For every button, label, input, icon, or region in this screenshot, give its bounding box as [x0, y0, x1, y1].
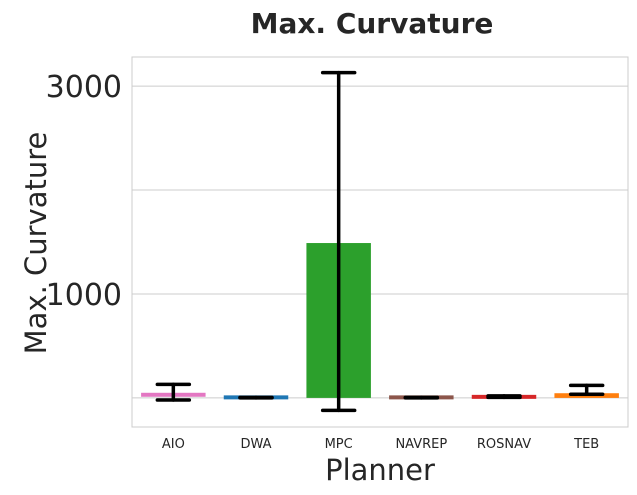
error-bar-navrep [403, 395, 440, 400]
x-tick-label: NAVREP [395, 437, 447, 452]
y-tick-labels: 1000 3000 [46, 70, 122, 313]
error-bars-layer [155, 70, 605, 413]
x-tick-label: AIO [162, 437, 185, 452]
y-axis-label: Max. Curvature [19, 132, 53, 355]
chart-title: Max. Curvature [251, 7, 494, 40]
y-tick-label: 1000 [46, 278, 122, 313]
error-bar-mpc [320, 70, 357, 413]
bars-layer [141, 243, 619, 400]
x-tick-label: DWA [240, 437, 271, 452]
x-tick-labels: AIO DWA MPC NAVREP ROSNAV TEB [162, 437, 599, 452]
grid-layer [132, 85, 628, 399]
x-tick-label: ROSNAV [477, 437, 531, 452]
x-tick-label: TEB [573, 437, 599, 452]
x-tick-label: MPC [325, 437, 353, 452]
error-bar-aio [155, 382, 192, 402]
y-tick-label: 3000 [46, 70, 122, 105]
x-axis-label: Planner [325, 453, 435, 487]
plot-frame [131, 56, 629, 428]
error-bar-teb [568, 383, 605, 397]
error-bar-dwa [238, 395, 274, 400]
error-bar-rosnav [486, 394, 522, 400]
